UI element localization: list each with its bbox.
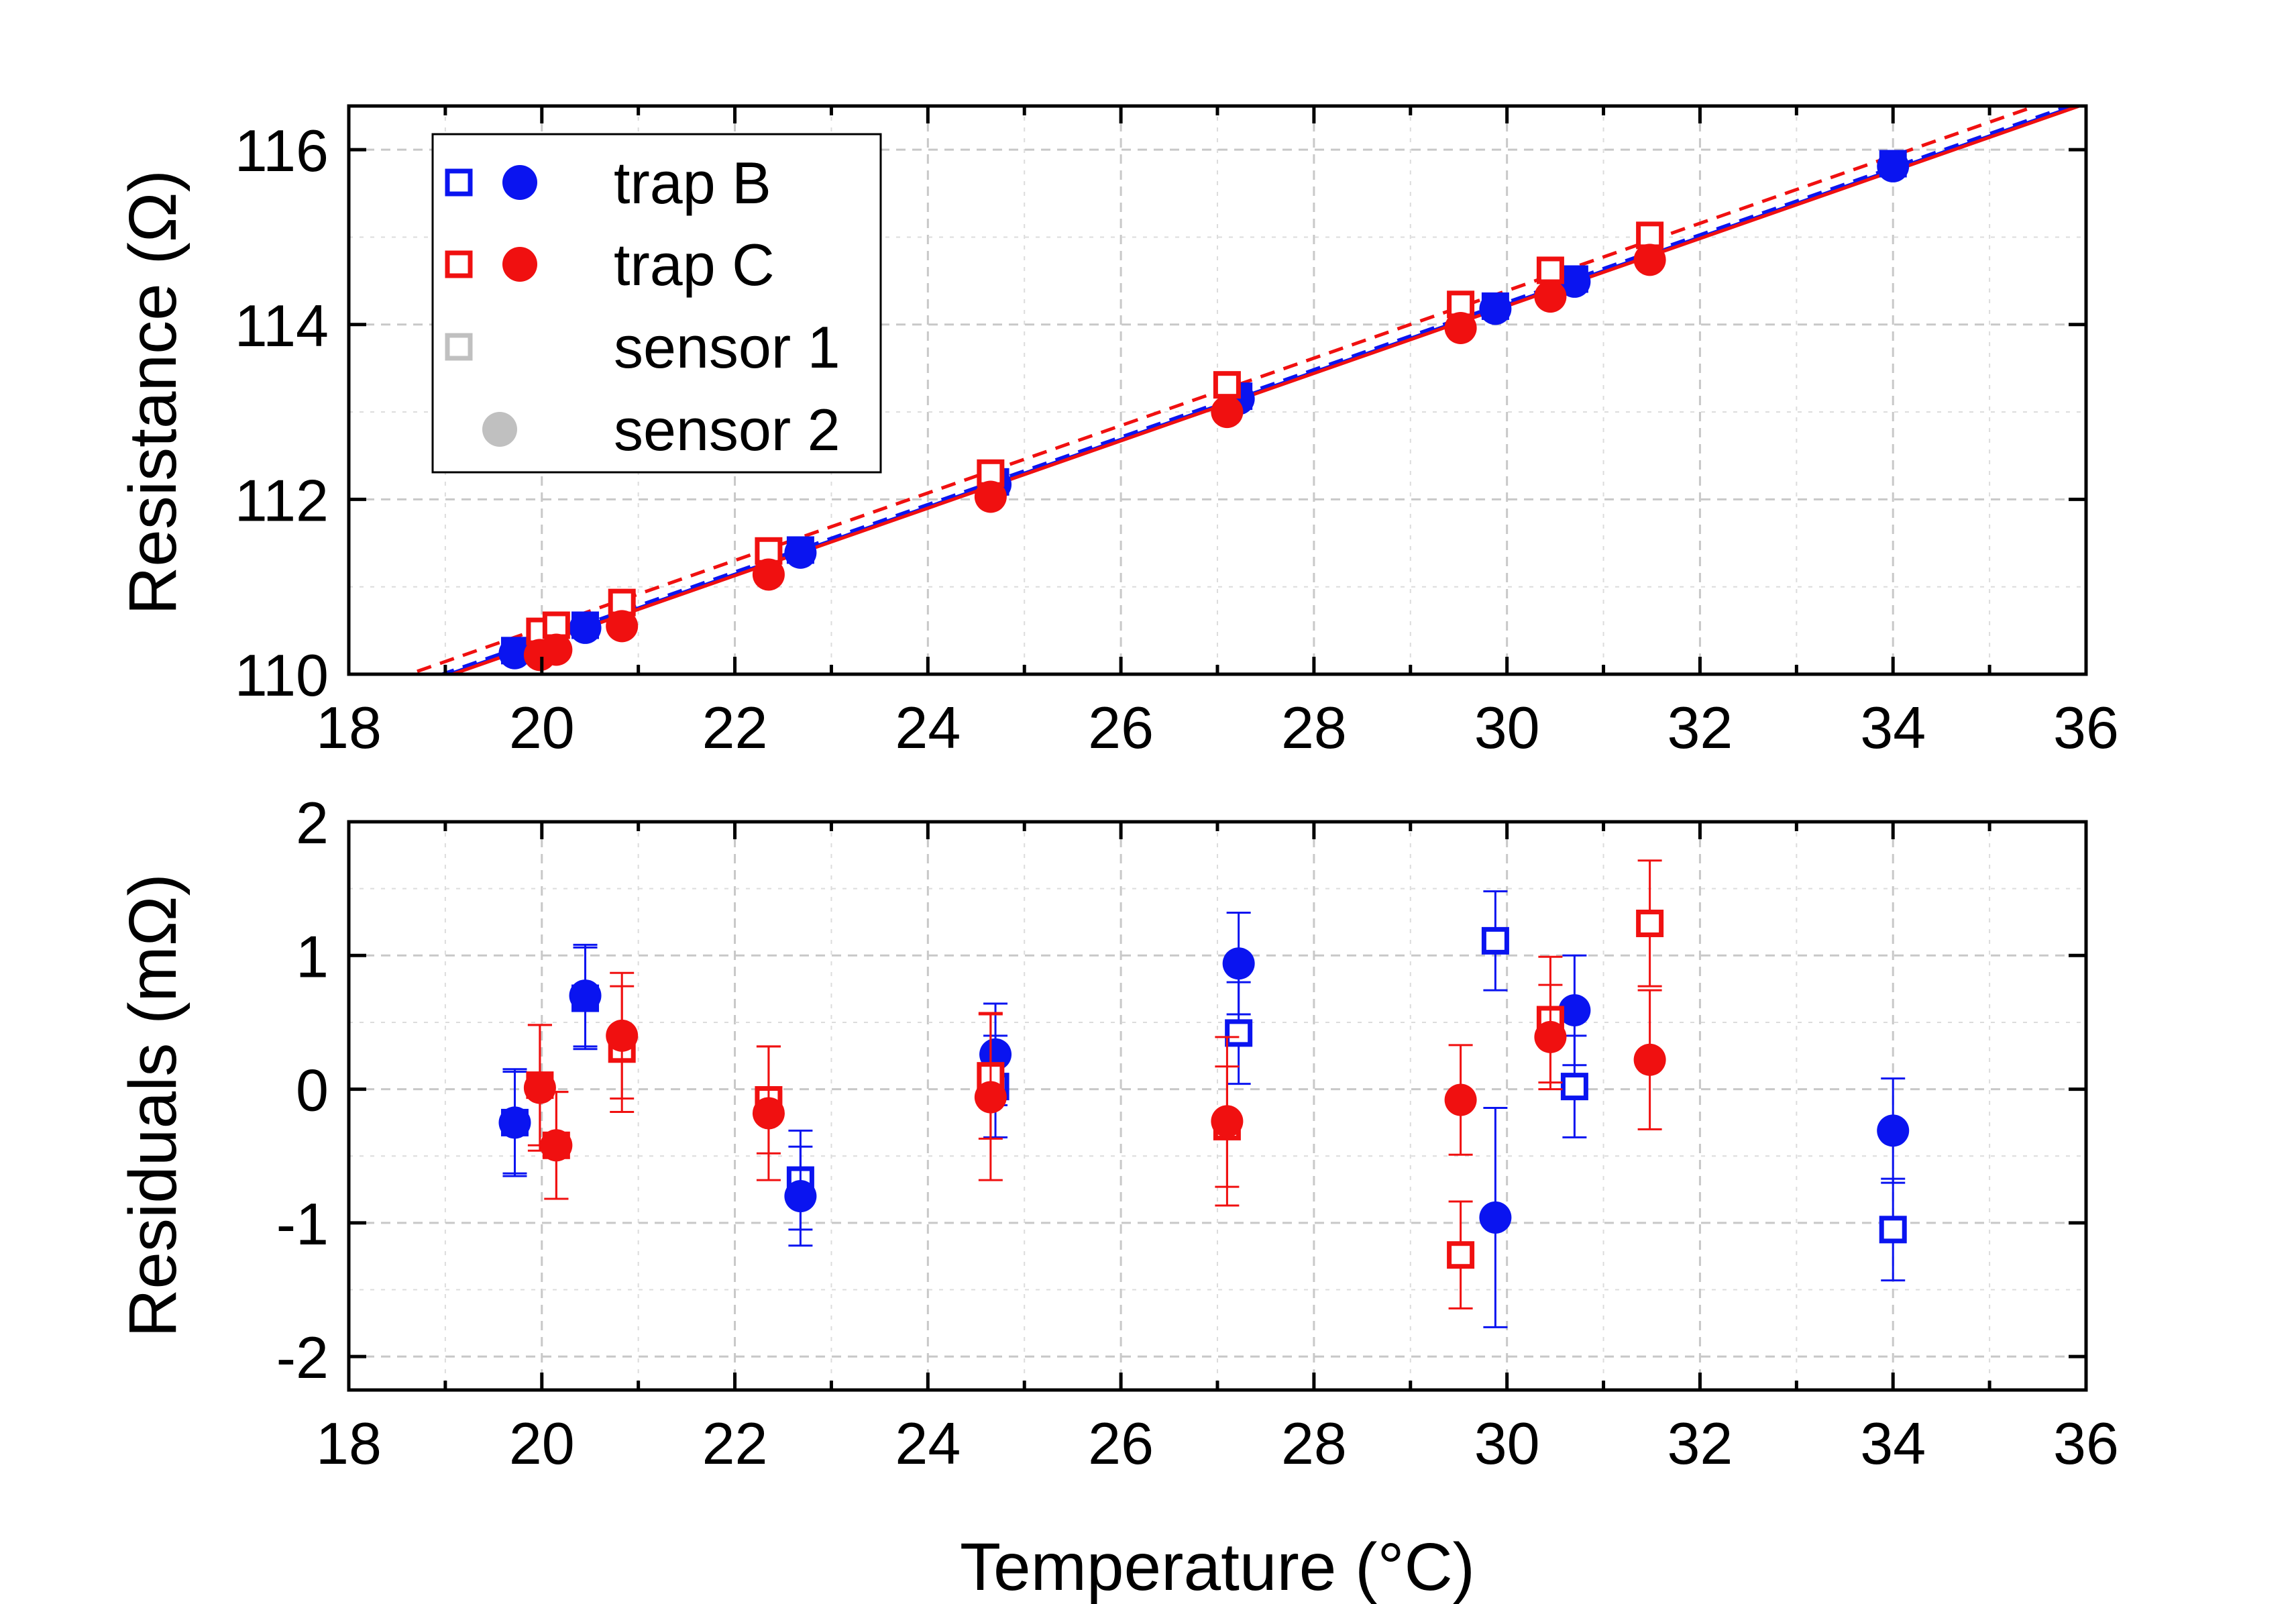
point-trap-C-sensor-1 xyxy=(1536,256,1564,284)
resistance-axis-ticks: 18 20 22 24 26 28 30 32 34 36 110 112 114 116 xyxy=(235,106,2119,761)
point-trap-B-sensor-2 xyxy=(1479,292,1512,325)
legend-label: trap B xyxy=(614,150,771,216)
resistance-ytick-label: 116 xyxy=(235,117,329,184)
point-trap-C-sensor-2 xyxy=(752,1097,785,1130)
legend-circle-marker xyxy=(482,412,517,447)
point-trap-C-sensor-2 xyxy=(1534,1020,1567,1053)
point-trap-B-sensor-1 xyxy=(1481,926,1509,955)
point-trap-B-sensor-2 xyxy=(1877,150,1910,182)
resistance-ytick-label: 112 xyxy=(235,467,329,533)
point-trap-B-sensor-2 xyxy=(784,1180,817,1213)
resistance-xtick-label: 30 xyxy=(1474,694,1540,761)
resistance-xtick-label: 36 xyxy=(2053,694,2119,761)
legend-label: sensor 2 xyxy=(614,396,840,463)
point-trap-C-sensor-2 xyxy=(1211,396,1244,429)
residuals-xtick-label: 24 xyxy=(895,1410,961,1477)
temperature-x-axis-title: Temperature (°C) xyxy=(960,1530,1475,1604)
point-trap-C-sensor-2 xyxy=(1633,244,1666,276)
residuals-ytick-label: 1 xyxy=(296,923,329,990)
point-trap-B-sensor-2 xyxy=(784,536,817,569)
resistance-xtick-label: 22 xyxy=(702,694,768,761)
point-trap-C-sensor-2 xyxy=(523,1071,556,1104)
point-trap-B-sensor-2 xyxy=(1558,994,1591,1027)
point-trap-B-sensor-2 xyxy=(569,979,602,1012)
residuals-panel: 18 20 22 24 26 28 30 32 34 36 -2 -1 0 1 2 Residuals (m… xyxy=(115,790,2119,1604)
point-trap-C-sensor-1 xyxy=(1213,371,1241,399)
legend-square-marker xyxy=(445,333,473,361)
residuals-xtick-label: 30 xyxy=(1474,1410,1540,1477)
resistance-ytick-label: 114 xyxy=(235,292,329,359)
residuals-xtick-label: 18 xyxy=(316,1410,382,1477)
residuals-ytick-label: 0 xyxy=(296,1057,329,1124)
residuals-axis-ticks: 18 20 22 24 26 28 30 32 34 36 -2 -1 0 1 2 xyxy=(276,790,2119,1477)
residuals-gridlines xyxy=(349,822,2086,1390)
resistance-xtick-label: 34 xyxy=(1860,694,1926,761)
resistance-xtick-label: 28 xyxy=(1281,694,1347,761)
point-trap-C-sensor-1 xyxy=(1636,221,1664,250)
point-trap-B-sensor-2 xyxy=(498,1106,531,1139)
point-trap-B-sensor-2 xyxy=(1479,1201,1512,1234)
legend: trap B trap C sensor 1 sensor 2 xyxy=(431,133,882,474)
point-trap-B-sensor-2 xyxy=(1558,265,1591,298)
legend-entries: trap B trap C sensor 1 sensor 2 xyxy=(445,150,840,463)
residuals-ytick-label: 2 xyxy=(296,790,329,856)
residuals-xtick-label: 26 xyxy=(1088,1410,1154,1477)
point-trap-C-sensor-2 xyxy=(752,558,785,591)
point-trap-C-sensor-2 xyxy=(606,1019,639,1052)
resistance-xtick-label: 26 xyxy=(1088,694,1154,761)
point-trap-B-sensor-1 xyxy=(1879,1216,1907,1244)
point-trap-C-sensor-2 xyxy=(606,610,639,643)
resistance-xtick-label: 18 xyxy=(316,694,382,761)
residuals-y-axis-title: Residuals (mΩ) xyxy=(115,873,190,1338)
point-trap-C-sensor-2 xyxy=(1444,311,1477,344)
legend-square-marker xyxy=(445,250,473,278)
point-trap-C-sensor-2 xyxy=(540,633,573,666)
point-trap-C-sensor-2 xyxy=(974,1081,1007,1114)
resistance-data-points xyxy=(498,150,1910,672)
point-trap-C-sensor-2 xyxy=(1444,1083,1477,1116)
point-trap-B-sensor-2 xyxy=(569,611,602,644)
point-trap-C-sensor-2 xyxy=(974,480,1007,513)
point-trap-C-sensor-1 xyxy=(1636,909,1664,937)
residuals-ytick-label: -1 xyxy=(276,1191,329,1257)
residuals-xtick-label: 32 xyxy=(1667,1410,1733,1477)
resistance-xtick-label: 24 xyxy=(895,694,961,761)
point-trap-C-sensor-2 xyxy=(1534,280,1567,313)
point-trap-B-sensor-1 xyxy=(1560,1073,1588,1101)
resistance-xtick-label: 20 xyxy=(509,694,575,761)
legend-circle-marker xyxy=(502,247,537,282)
point-trap-C-sensor-1 xyxy=(1447,1241,1475,1269)
legend-circle-marker xyxy=(502,165,537,200)
resistance-xtick-label: 32 xyxy=(1667,694,1733,761)
residuals-ytick-label: -2 xyxy=(276,1324,329,1391)
resistance-y-axis-title: Resistance (Ω) xyxy=(115,170,190,615)
point-trap-C-sensor-1 xyxy=(542,611,570,639)
point-trap-B-sensor-2 xyxy=(498,637,531,670)
legend-label: sensor 1 xyxy=(614,314,840,380)
point-trap-C-sensor-2 xyxy=(1211,1105,1244,1138)
point-trap-B-sensor-2 xyxy=(1222,947,1255,980)
point-trap-C-sensor-2 xyxy=(1633,1043,1666,1076)
legend-label: trap C xyxy=(614,231,775,298)
resistance-panel: 18 20 22 24 26 28 30 32 34 36 110 112 114 116 Resista… xyxy=(115,104,2119,761)
residuals-xtick-label: 20 xyxy=(509,1410,575,1477)
resistance-ytick-label: 110 xyxy=(235,642,329,708)
residuals-xtick-label: 22 xyxy=(702,1410,768,1477)
resistance-gridlines xyxy=(349,106,2086,674)
point-trap-B-sensor-1 xyxy=(1225,1019,1253,1047)
residuals-xtick-label: 28 xyxy=(1281,1410,1347,1477)
point-trap-C-sensor-2 xyxy=(540,1129,573,1162)
legend-square-marker xyxy=(445,168,473,197)
residuals-xtick-label: 36 xyxy=(2053,1410,2119,1477)
residuals-data-points xyxy=(498,859,1910,1328)
point-trap-B-sensor-2 xyxy=(1877,1114,1910,1147)
residuals-xtick-label: 34 xyxy=(1860,1410,1926,1477)
